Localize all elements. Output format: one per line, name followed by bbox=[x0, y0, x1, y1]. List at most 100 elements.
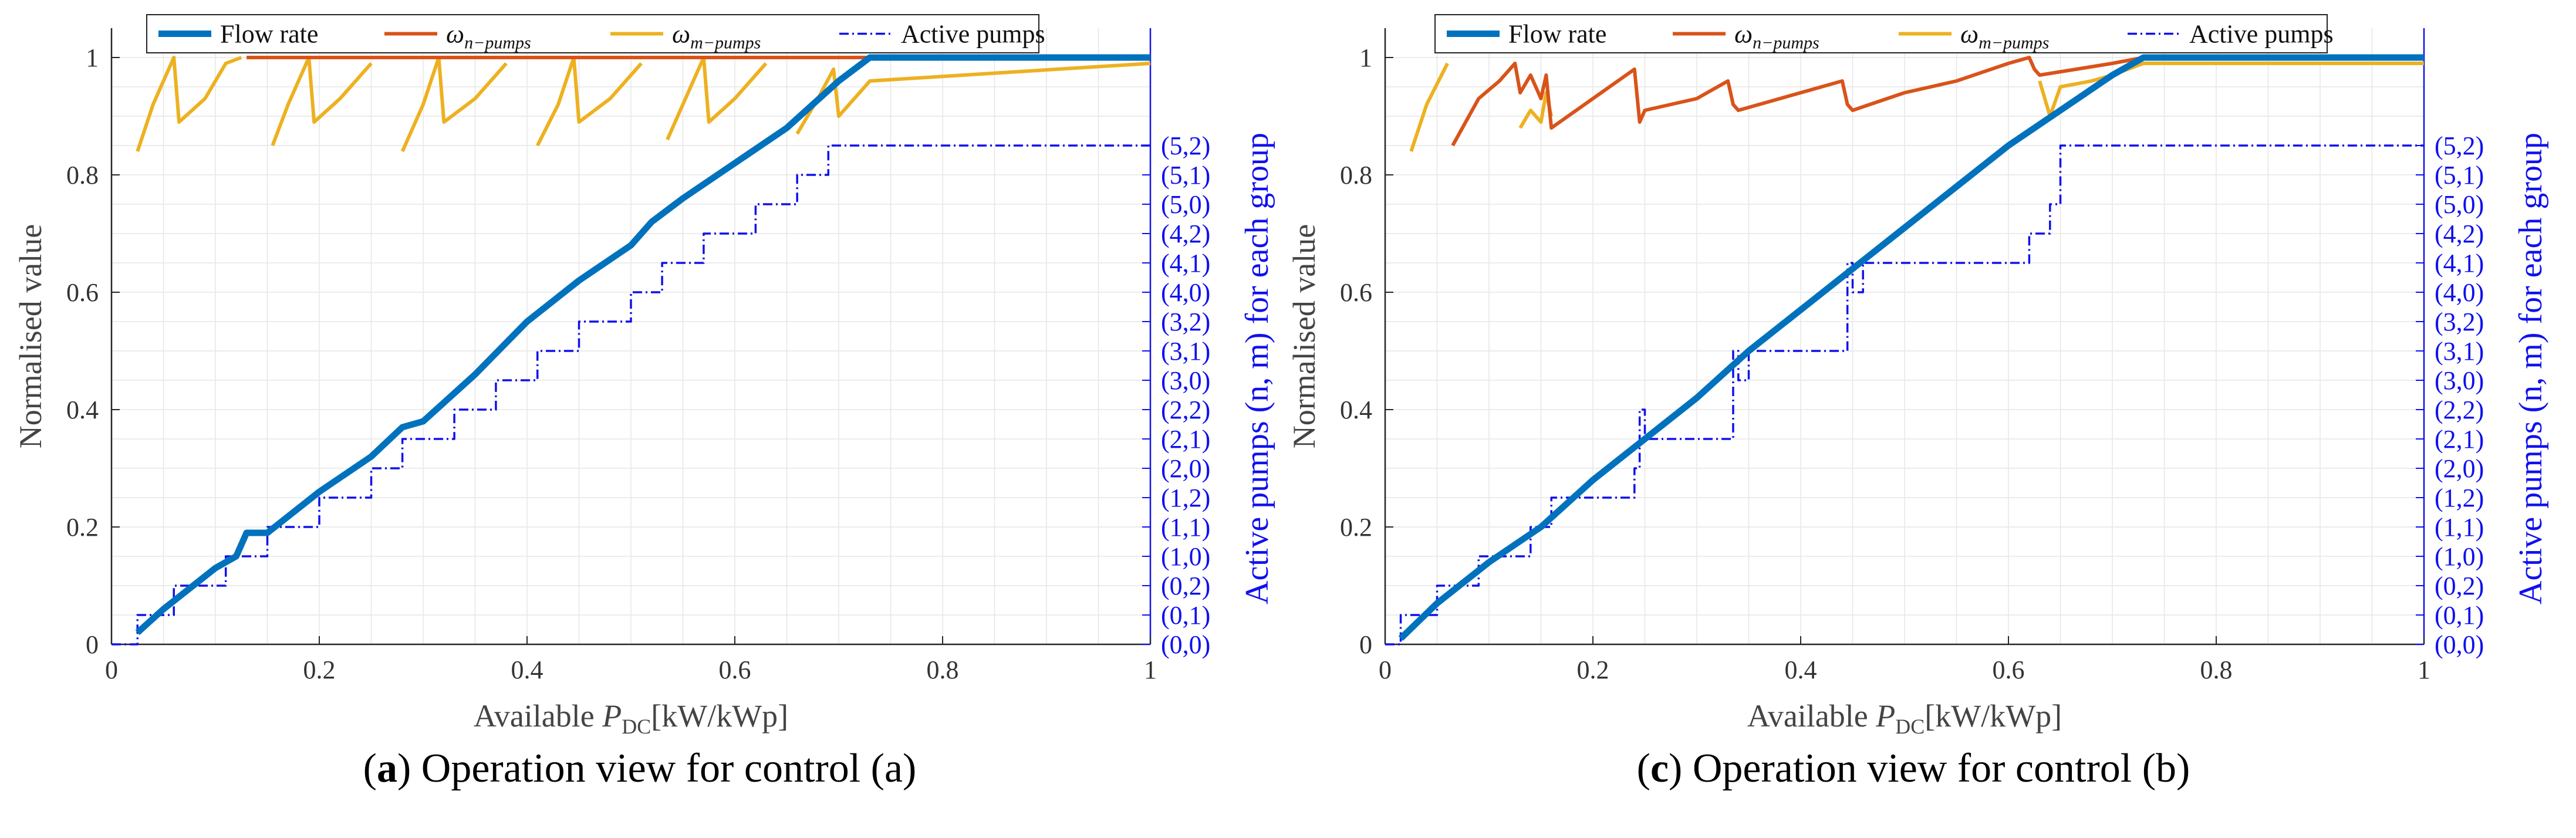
y-tick-label: 0.8 bbox=[1340, 161, 1372, 190]
x-tick-label: 0.8 bbox=[927, 655, 959, 684]
x-tick-label: 0.8 bbox=[2200, 655, 2233, 684]
x-ticks: 0 0.2 0.4 0.6 0.8 1 bbox=[105, 636, 1157, 684]
legend-label-n_pumps: ωn−pumps bbox=[1734, 20, 1819, 53]
y2-tick-label: (4,1) bbox=[1161, 249, 1210, 278]
y-tick-label: 0.4 bbox=[66, 396, 99, 424]
caption-a-label: a bbox=[376, 746, 397, 791]
y2-tick-label: (3,1) bbox=[2435, 337, 2484, 366]
legend-box bbox=[1434, 14, 2328, 53]
y2-tick-label: (0,1) bbox=[1161, 601, 1210, 630]
series-line-m_pumps bbox=[400, 56, 508, 153]
x-tick-label: 0.4 bbox=[511, 655, 543, 684]
series-line-active bbox=[1385, 144, 2424, 646]
y2-tick-label: (4,2) bbox=[1161, 219, 1210, 248]
x-tick-label: 0 bbox=[1379, 655, 1392, 684]
y-tick-label: 0.4 bbox=[1340, 396, 1372, 424]
chart-a: 0 0.2 0.4 0.6 0.8 100.20.40.60.81(0,0)(0,1)(0… bbox=[13, 14, 1275, 738]
x-tick-label: 1 bbox=[1144, 655, 1157, 684]
x-tick-label: 0 bbox=[105, 655, 118, 684]
y2-tick-label: (1,0) bbox=[2435, 542, 2484, 571]
y2-axis-label: Active pumps (n, m) for each group bbox=[2513, 133, 2549, 604]
y2-tick-label: (0,0) bbox=[2435, 630, 2484, 659]
y2-tick-label: (3,0) bbox=[1161, 366, 1210, 395]
y-tick-label: 1 bbox=[86, 43, 99, 72]
legend-label-flow: Flow rate bbox=[1508, 20, 1606, 49]
y2-tick-label: (5,1) bbox=[1161, 161, 1210, 190]
legend-label-m_pumps: ωm−pumps bbox=[672, 20, 761, 53]
y2-tick-label: (2,1) bbox=[2435, 425, 2484, 454]
x-axis-label: Available PDC[kW/kWp] bbox=[474, 698, 788, 738]
y2-tick-label: (3,1) bbox=[1161, 337, 1210, 366]
y2-tick-label: (3,2) bbox=[1161, 308, 1210, 336]
y-tick-label: 0.2 bbox=[1340, 513, 1372, 542]
y-ticks: 0 0.2 0.4 0.6 0.8 1 bbox=[66, 43, 120, 659]
caption-c-label: c bbox=[1650, 746, 1669, 791]
x-ticks: 0 0.2 0.4 0.6 0.8 1 bbox=[1379, 636, 2430, 684]
y2-tick-label: (1,0) bbox=[1161, 542, 1210, 571]
y2-ticks: (0,0)(0,1)(0,2)(1,0)(1,1)(1,2)(2,0)(2,1)… bbox=[2416, 131, 2484, 659]
series-group bbox=[1385, 54, 2424, 646]
series-line-m_pumps bbox=[536, 56, 643, 147]
y2-tick-label: (2,2) bbox=[1161, 396, 1210, 424]
y2-tick-label: (0,0) bbox=[1161, 630, 1210, 659]
y2-tick-label: (1,2) bbox=[2435, 484, 2484, 512]
y2-tick-label: (1,1) bbox=[1161, 513, 1210, 542]
legend-label-m_pumps: ωm−pumps bbox=[1960, 20, 2049, 53]
y2-tick-label: (3,2) bbox=[2435, 308, 2484, 336]
x-tick-label: 0.6 bbox=[719, 655, 751, 684]
y2-tick-label: (2,0) bbox=[1161, 454, 1210, 483]
y2-tick-label: (4,0) bbox=[2435, 278, 2484, 307]
caption-c: (c) Operation view for control (b) bbox=[1636, 746, 2190, 791]
y2-tick-label: (0,2) bbox=[2435, 572, 2484, 600]
caption-c-text: Operation view for control (b) bbox=[1682, 746, 2190, 791]
series-line-m_pumps bbox=[136, 56, 242, 152]
caption-a: (a) Operation view for control (a) bbox=[363, 746, 917, 791]
y2-tick-label: (4,1) bbox=[2435, 249, 2484, 278]
y-tick-label: 0.2 bbox=[66, 513, 99, 542]
y-tick-label: 1 bbox=[1359, 43, 1372, 72]
series-line-flow bbox=[1398, 54, 2424, 641]
legend-label-flow: Flow rate bbox=[220, 20, 318, 49]
y-ticks: 0 0.2 0.4 0.6 0.8 1 bbox=[1340, 43, 1393, 659]
series-line-flow bbox=[135, 54, 1150, 636]
caption-a-text: Operation view for control (a) bbox=[411, 746, 917, 791]
legend: Flow rate ωn−pumps ωm−pumps Active pumps bbox=[1434, 14, 2334, 53]
y2-axis-label: Active pumps (n, m) for each group bbox=[1239, 133, 1275, 604]
legend-label-active: Active pumps bbox=[2189, 20, 2334, 49]
y-tick-label: 0.6 bbox=[66, 278, 99, 307]
series-line-m_pumps bbox=[271, 56, 373, 147]
series-line-m_pumps bbox=[2038, 62, 2424, 118]
y2-tick-label: (3,0) bbox=[2435, 366, 2484, 395]
y2-tick-label: (5,2) bbox=[1161, 131, 1210, 160]
grid bbox=[111, 28, 1151, 645]
y2-tick-label: (2,2) bbox=[2435, 396, 2484, 424]
y2-tick-label: (2,0) bbox=[2435, 454, 2484, 483]
y-tick-label: 0 bbox=[1359, 630, 1372, 659]
y2-ticks: (0,0)(0,1)(0,2)(1,0)(1,1)(1,2)(2,0)(2,1)… bbox=[1142, 131, 1210, 659]
y-tick-label: 0 bbox=[86, 630, 99, 659]
series-line-n_pumps bbox=[1451, 56, 2424, 147]
series-line-active bbox=[112, 144, 1150, 646]
y-axis-label: Normalised value bbox=[13, 224, 48, 448]
legend: Flow rate ωn−pumps ωm−pumps Active pumps bbox=[146, 14, 1045, 53]
x-axis-label: Available PDC[kW/kWp] bbox=[1747, 698, 2062, 738]
y2-tick-label: (5,1) bbox=[2435, 161, 2484, 190]
y2-tick-label: (1,1) bbox=[2435, 513, 2484, 542]
y2-tick-label: (1,2) bbox=[1161, 484, 1210, 512]
y2-tick-label: (5,0) bbox=[2435, 190, 2484, 219]
chart-panel-c: 0 0.2 0.4 0.6 0.8 1 0 0.2 0.4 0.6 0.8 1 (0,0) (0,1) (0… bbox=[1274, 0, 2553, 838]
y2-tick-label: (5,0) bbox=[1161, 190, 1210, 219]
x-tick-label: 0.2 bbox=[1577, 655, 1609, 684]
chart-c: 0 0.2 0.4 0.6 0.8 10 0.2 0.4 0.6 0.8 1 (0,0)(0,1)(0… bbox=[1287, 14, 2549, 738]
x-tick-label: 0.2 bbox=[303, 655, 336, 684]
y2-tick-label: (4,2) bbox=[2435, 219, 2484, 248]
y-tick-label: 0.6 bbox=[1340, 278, 1372, 307]
y2-tick-label: (0,1) bbox=[2435, 601, 2484, 630]
y2-tick-label: (4,0) bbox=[1161, 278, 1210, 307]
x-tick-label: 0.6 bbox=[1993, 655, 2025, 684]
series-line-m_pumps bbox=[666, 56, 768, 141]
y2-tick-label: (2,1) bbox=[1161, 425, 1210, 454]
y2-tick-label: (0,2) bbox=[1161, 572, 1210, 600]
y-axis-label: Normalised value bbox=[1287, 224, 1322, 448]
series-line-m_pumps bbox=[1409, 62, 1449, 152]
